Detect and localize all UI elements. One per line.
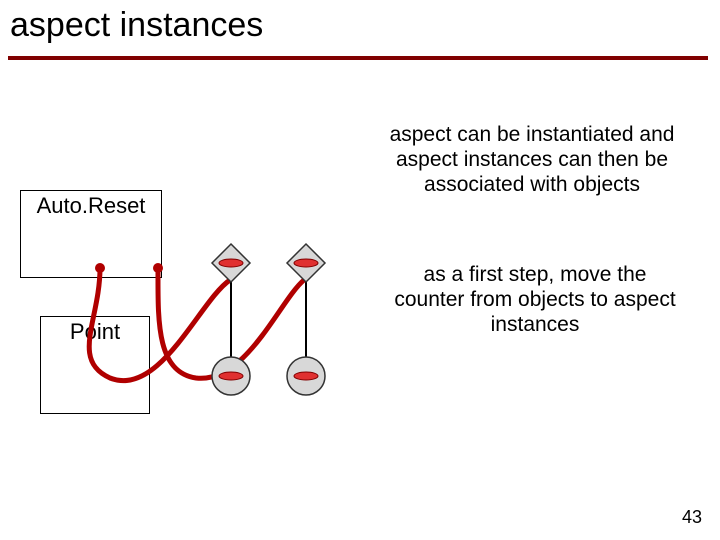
paragraph-1: aspect can be instantiated and aspect in… [382,122,682,198]
page-number: 43 [682,507,702,528]
title-underline [8,56,708,60]
auto-reset-label: Auto.Reset [37,193,146,219]
slide-title: aspect instances [10,6,263,45]
point-label: Point [70,319,120,345]
auto-reset-box: Auto.Reset [20,190,162,278]
point-box: Point [40,316,150,414]
paragraph-2: as a first step, move the counter from o… [390,262,680,338]
